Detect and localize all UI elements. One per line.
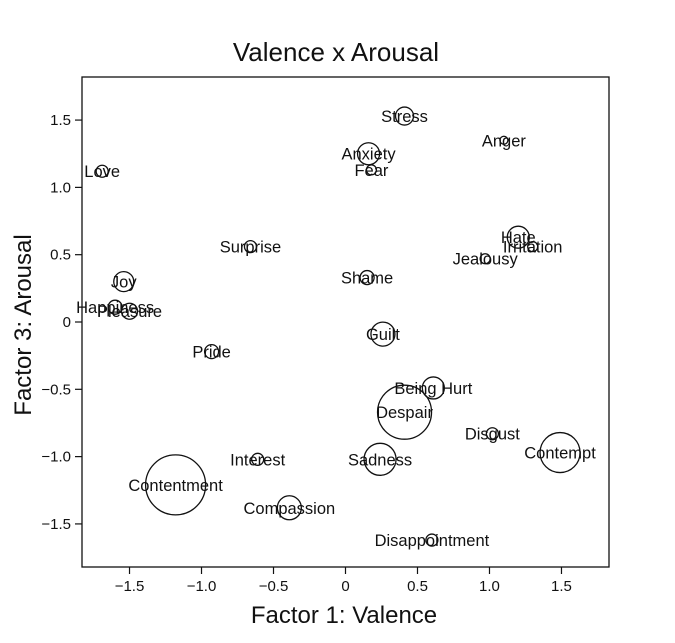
point-label-hate: Hate — [501, 229, 536, 247]
bubble-irritation — [527, 240, 539, 253]
point-label-contentment: Contentment — [128, 477, 223, 495]
y-tick-label: 1.0 — [50, 179, 71, 196]
bubble-pleasure — [120, 302, 139, 320]
point-label-being-hurt: Being Hurt — [394, 380, 472, 398]
x-tick-label: 0.5 — [407, 578, 428, 595]
point-label-sadness: Sadness — [348, 451, 412, 469]
bubble-stress — [394, 106, 415, 126]
bubble-surprise — [243, 239, 258, 254]
y-axis: 1.5 1.0 0.5 0 −0.5 −1.0 −1.5 — [41, 112, 82, 533]
point-label-anxiety: Anxiety — [341, 146, 396, 164]
bubble-contempt — [539, 431, 581, 474]
point-label-joy: Joy — [111, 274, 137, 292]
bubble-disgust — [485, 427, 500, 441]
point-label-happiness: Happiness — [76, 299, 154, 317]
bubble-being-hurt — [421, 376, 445, 400]
point-label-irritation: Irritation — [503, 239, 563, 257]
bubble-fear — [365, 164, 378, 176]
bubble-interest — [251, 452, 265, 466]
point-label-shame: Shame — [341, 270, 393, 288]
point-label-pride: Pride — [192, 344, 231, 362]
point-label-stress: Stress — [381, 108, 428, 126]
x-tick-label: 1.5 — [551, 578, 572, 595]
x-tick-label: −1.0 — [187, 578, 217, 595]
point-label-jealousy: Jealousy — [453, 251, 519, 269]
bubble-shame — [359, 269, 375, 286]
bubble-jealousy — [479, 253, 491, 265]
point-label-fear: Fear — [354, 162, 388, 180]
bubble-contentment — [144, 454, 207, 516]
y-tick-label: 0 — [63, 314, 71, 331]
point-label-surprise: Surprise — [220, 239, 281, 257]
bubble-joy — [113, 270, 135, 293]
bubble-despair — [376, 384, 433, 440]
bubble-anxiety — [356, 142, 381, 166]
x-tick-label: 1.0 — [479, 578, 500, 595]
y-tick-label: 0.5 — [50, 247, 71, 264]
y-tick-label: −0.5 — [41, 381, 71, 398]
point-label-interest: Interest — [230, 451, 285, 469]
x-axis: −1.5 −1.0 −0.5 0 0.5 1.0 1.5 — [115, 567, 572, 595]
bubble-guilt — [370, 321, 396, 347]
y-tick-label: −1.5 — [41, 516, 71, 533]
x-tick-label: 0 — [341, 578, 349, 595]
bubble-pride — [203, 343, 220, 360]
bubble-sadness — [363, 442, 397, 476]
point-label-love: Love — [84, 163, 120, 181]
x-tick-label: −1.5 — [115, 578, 145, 595]
bubble-disappointment — [425, 533, 439, 547]
point-label-pleasure: Pleasure — [97, 303, 162, 321]
bubble-compassion — [276, 495, 302, 521]
point-label-despair: Despair — [376, 404, 433, 422]
y-tick-label: −1.0 — [41, 449, 71, 466]
point-label-disgust: Disgust — [465, 426, 520, 444]
y-axis-title: Factor 3: Arousal — [10, 234, 37, 415]
point-label-anger: Anger — [482, 132, 527, 150]
point-label-contempt: Contempt — [524, 445, 596, 463]
point-label-disappointment: Disappointment — [375, 532, 490, 550]
x-tick-label: −0.5 — [259, 578, 289, 595]
point-label-guilt: Guilt — [366, 326, 400, 344]
chart-title: Valence x Arousal — [233, 37, 439, 67]
bubble-hate — [506, 225, 530, 249]
y-tick-label: 1.5 — [50, 112, 71, 129]
x-axis-title: Factor 1: Valence — [251, 602, 437, 629]
point-label-compassion: Compassion — [243, 500, 335, 518]
bubble-love — [95, 164, 109, 178]
bubble-anger — [499, 135, 509, 145]
